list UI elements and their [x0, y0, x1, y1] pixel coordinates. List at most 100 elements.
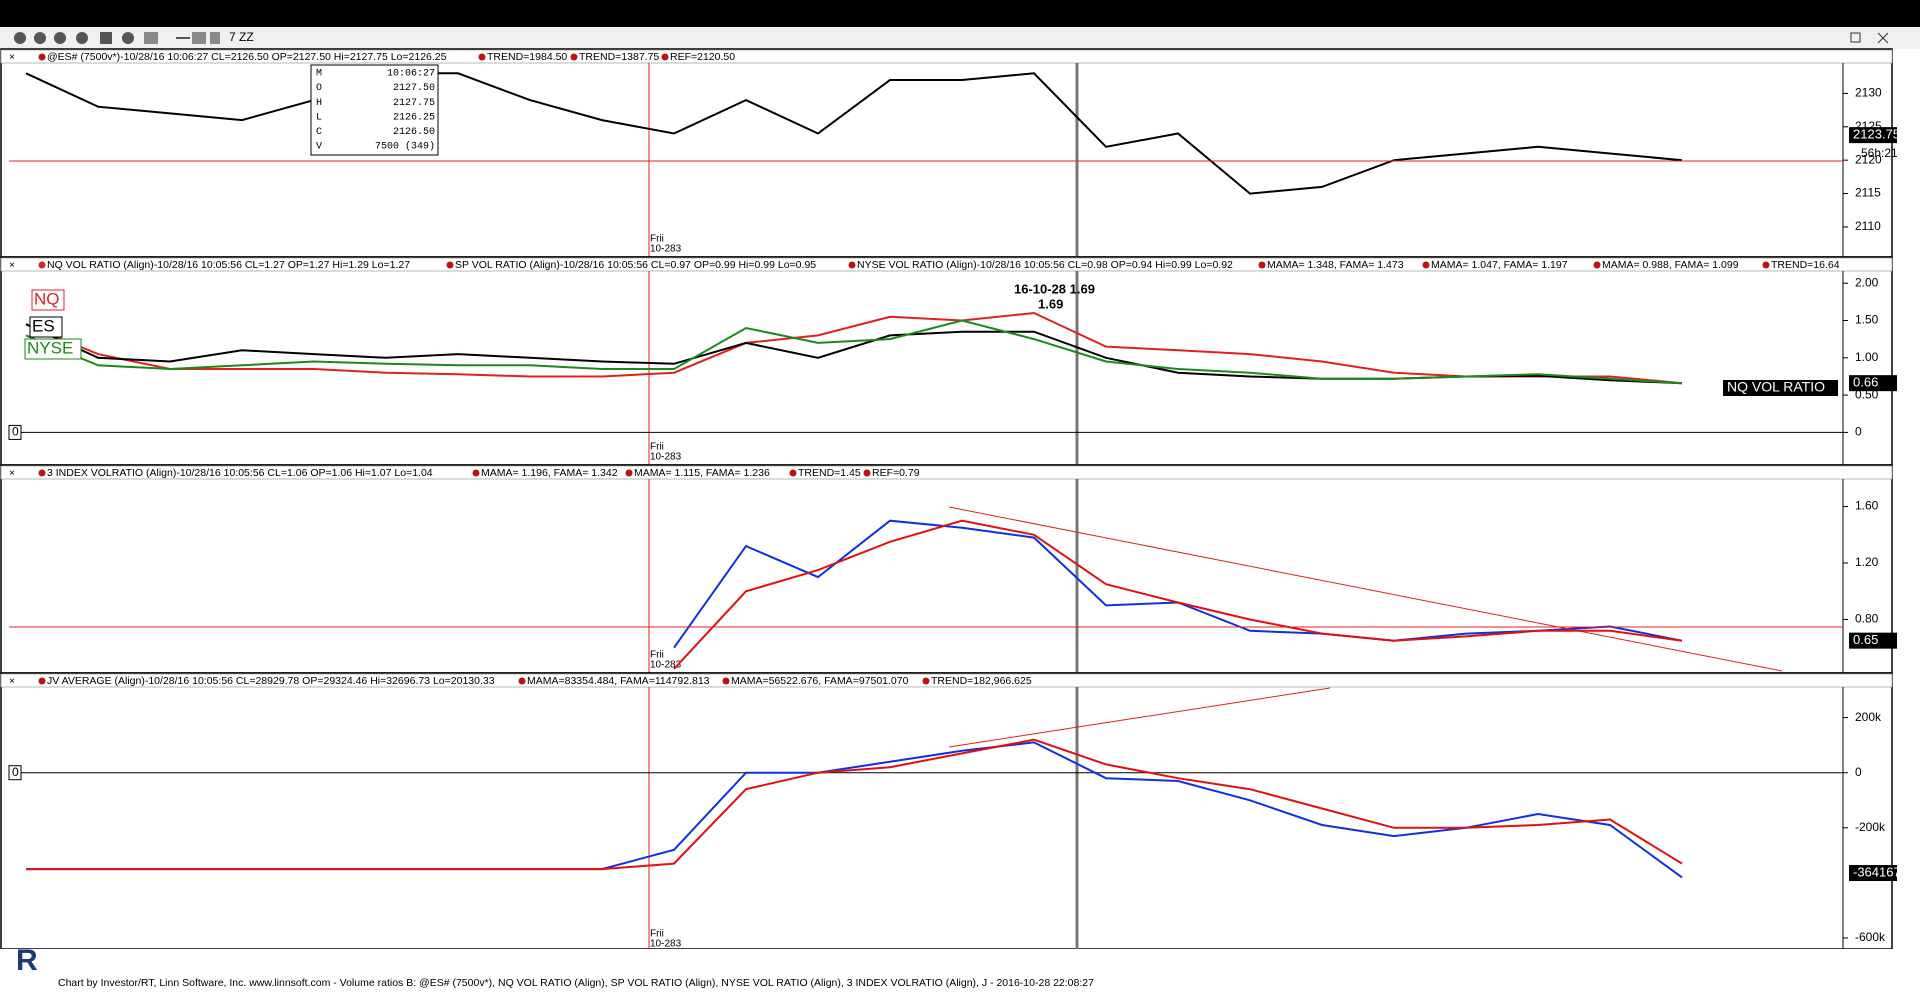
y-tick-label: 0.80 [1855, 612, 1879, 626]
icon[interactable] [14, 32, 26, 44]
annotation: 16-10-28 1.69 [1014, 281, 1095, 296]
pane-header-text: TREND=1984.50 [487, 51, 567, 63]
ohlc-box [310, 64, 439, 156]
last-value-box [1849, 127, 1897, 144]
series-line [26, 738, 1683, 871]
title-bar [0, 0, 1920, 27]
date-marker: Frii [650, 650, 664, 661]
pane-header-text: MAMA= 1.115, FAMA= 1.236 [634, 467, 770, 479]
date-marker: 10-283 [650, 939, 682, 950]
header-dot [863, 469, 871, 477]
pane-header-text: REF=2120.50 [670, 51, 735, 63]
pane-header-text: TREND=1387.75 [579, 51, 659, 63]
icon[interactable] [144, 32, 158, 44]
close-button[interactable] [1877, 32, 1889, 44]
series-name: NQ [34, 289, 60, 308]
zoom-label[interactable]: 7 ZZ [229, 30, 254, 44]
last-value-box [1849, 632, 1897, 649]
header-dot [446, 261, 454, 269]
date-marker: Frii [650, 234, 664, 245]
ohlc-value: 2127.50 [393, 83, 435, 94]
footer: Chart by Investor/RT, Linn Software, Inc… [58, 977, 1094, 989]
y-tick-label: 0 [1855, 765, 1862, 779]
ohlc-value: 7500 (349) [375, 141, 435, 153]
last-value-label: -364167.88 [1853, 864, 1919, 879]
y-tick-label: 0 [1855, 425, 1862, 439]
icon[interactable] [34, 32, 46, 44]
ohlc-key: H [316, 98, 322, 109]
pane-header-text: TREND=1.45 [798, 467, 861, 479]
header-dot [922, 677, 930, 685]
y-tick-label: 1.50 [1855, 313, 1879, 327]
header-dot [722, 677, 730, 685]
header-dot [1422, 261, 1430, 269]
series-name: NYSE [27, 338, 73, 357]
y-tick-label: 1.60 [1855, 499, 1879, 513]
pane-header-bar [0, 49, 1893, 64]
pane-header-text: TREND=16.64 [1771, 259, 1840, 271]
toolbar-icons [14, 32, 220, 44]
pane-header-text: TREND=182,966.625 [931, 675, 1032, 687]
icon[interactable] [122, 32, 134, 44]
pane-header-bar [0, 673, 1893, 688]
y-tick-label: 2120 [1855, 152, 1882, 166]
last-value-label: 2123.75 [1853, 127, 1900, 142]
series-line [25, 319, 1683, 385]
pane-header-text: NYSE VOL RATIO (Align)-10/28/16 10:05:56… [857, 259, 1233, 271]
pane-header-text: MAMA= 1.047, FAMA= 1.197 [1431, 259, 1568, 271]
icon[interactable] [100, 32, 112, 44]
series-name: ES [32, 316, 55, 335]
left-tick-box [8, 765, 22, 781]
ohlc-key: V [316, 142, 322, 153]
pane-header-text: MAMA= 0.988, FAMA= 1.099 [1602, 259, 1739, 271]
header-dot [38, 53, 46, 61]
restore-button[interactable] [1850, 32, 1861, 43]
panes: × @ES# (7500v*)-10/28/16 10:06:27 CL=2126… [0, 48, 1919, 968]
icon[interactable] [210, 32, 220, 44]
header-dot [478, 53, 486, 61]
pane-header-text: MAMA= 1.348, FAMA= 1.473 [1267, 259, 1404, 271]
y-tick-label: 2110 [1855, 219, 1881, 233]
last-value-label: 0.65 [1853, 632, 1878, 647]
series-name-box [31, 289, 65, 311]
icon[interactable] [176, 37, 190, 39]
icon[interactable] [76, 32, 88, 44]
pane-header-text: 3 INDEX VOLRATIO (Align)-10/28/16 10:05:… [47, 467, 433, 479]
y-tick-label: -200k [1855, 820, 1886, 834]
date-marker: 10-283 [650, 244, 682, 255]
left-tick-box [8, 424, 22, 440]
date-marker: Frii [650, 442, 664, 453]
logo: R [16, 944, 38, 977]
pane-frame [0, 464, 1893, 674]
ohlc-value: 2127.75 [393, 98, 435, 109]
x-axis-area [0, 949, 1920, 999]
pane-frame [0, 256, 1893, 466]
pane-header-text: SP VOL RATIO (Align)-10/28/16 10:05:56 C… [455, 259, 816, 271]
pane-header-text: MAMA= 1.196, FAMA= 1.342 [481, 467, 618, 479]
pane-header-bar [0, 257, 1893, 272]
icon[interactable] [54, 32, 66, 44]
header-dot [38, 261, 46, 269]
date-marker: 10-283 [650, 452, 682, 463]
close-x: × [9, 675, 15, 687]
trend-line [948, 687, 1331, 748]
pane-header-text: MAMA=56522.676, FAMA=97501.070 [731, 675, 909, 687]
date-marker: 10-283 [650, 660, 682, 671]
last-value-box [1849, 865, 1897, 882]
header-dot [661, 53, 669, 61]
pane-header-text: NQ VOL RATIO (Align)-10/28/16 10:05:56 C… [47, 259, 410, 271]
date-marker: Frii [650, 929, 664, 940]
close-x: × [9, 51, 15, 63]
ohlc-value: 10:06:27 [387, 69, 435, 80]
header-dot [789, 469, 797, 477]
last-label-box [1723, 380, 1838, 396]
header-dot [1258, 261, 1266, 269]
header-dot [625, 469, 633, 477]
header-dot [1762, 261, 1770, 269]
icon[interactable] [192, 32, 206, 44]
series-line [673, 519, 1683, 670]
y-tick-label: 2115 [1855, 186, 1881, 200]
y-tick-label: 1.20 [1855, 555, 1879, 569]
